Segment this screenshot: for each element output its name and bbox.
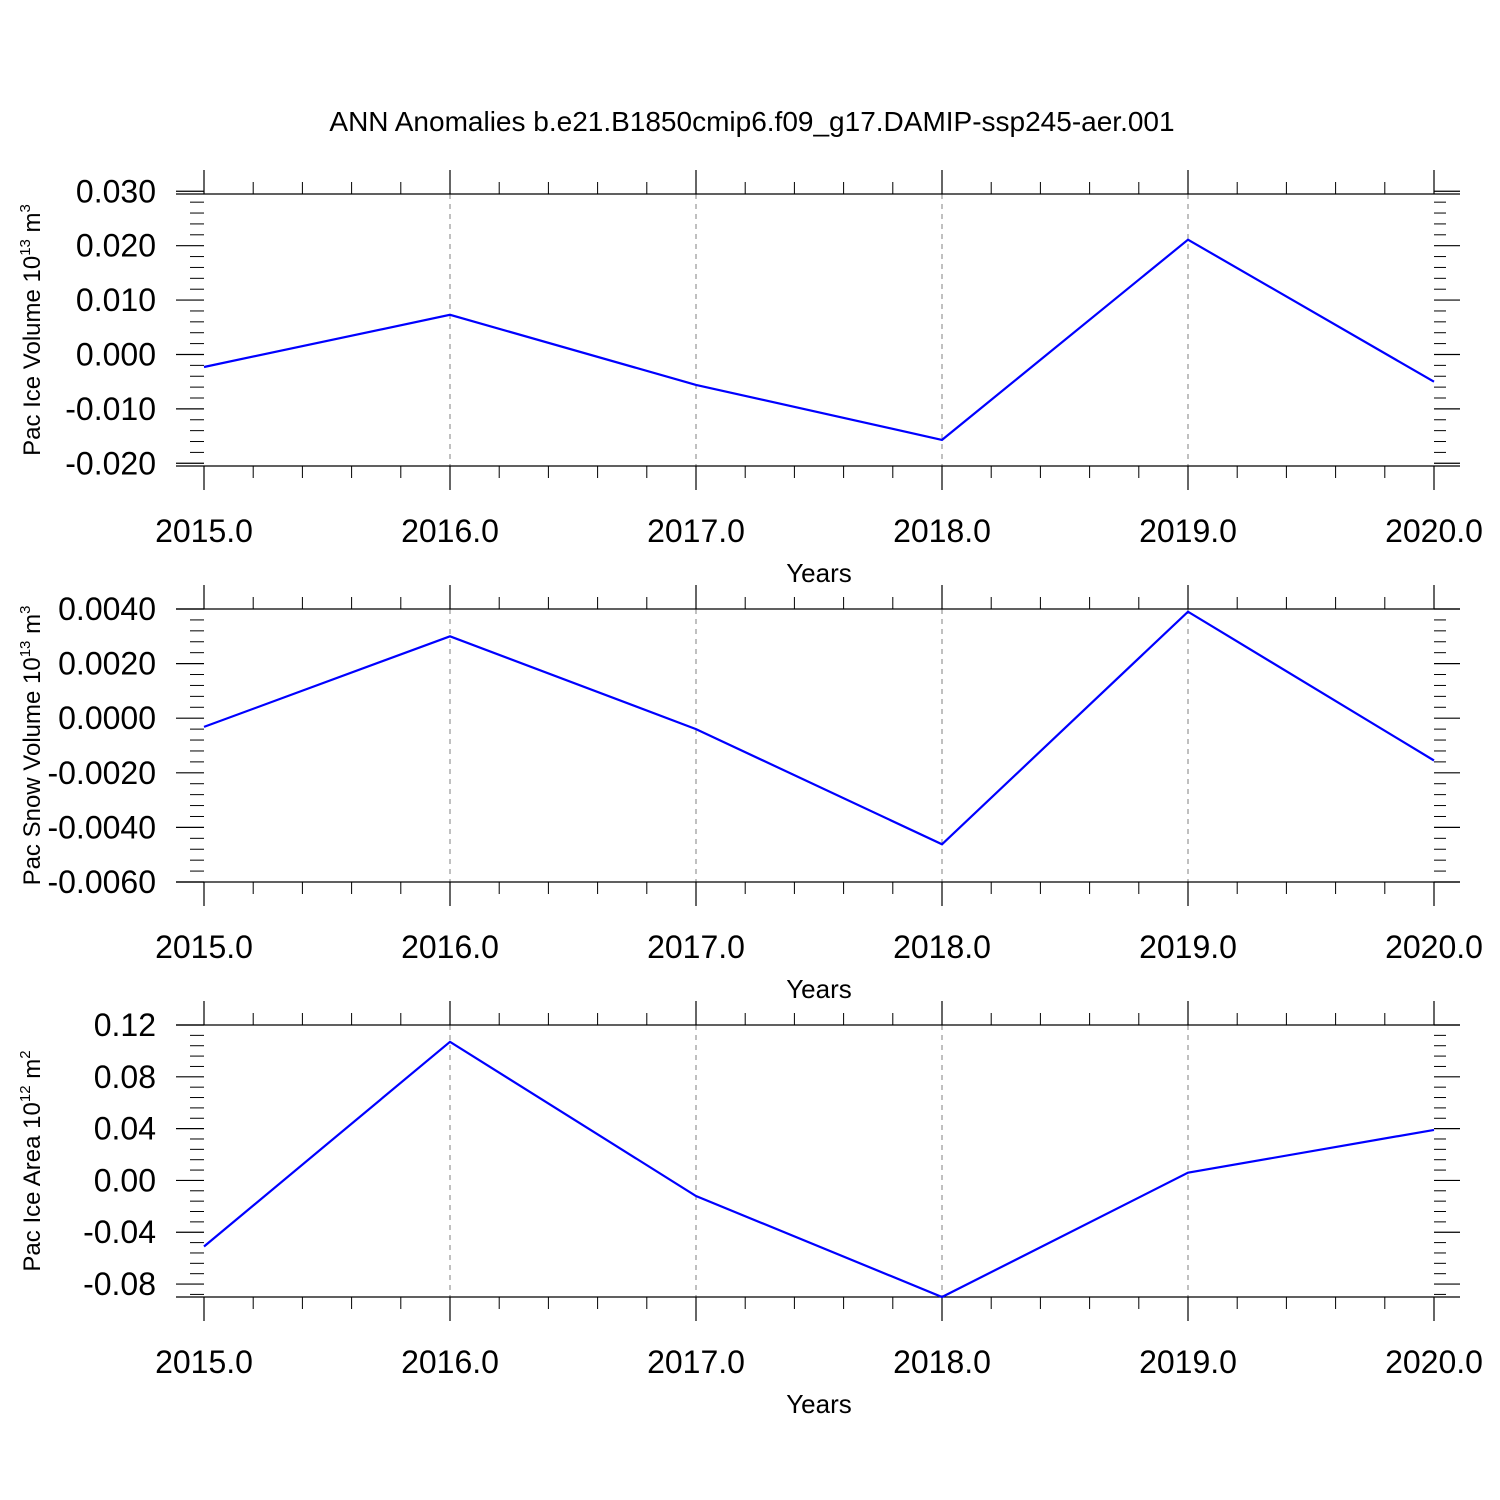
panel-2: 0.0040 0.0020 0.0000 -0.0020 -0.0040 -0.0060 2…: [17, 585, 1483, 1004]
y-tick-label: 0.0040: [58, 591, 156, 627]
x-tick-label: 2017.0: [647, 513, 745, 549]
x-axis-title: Years: [786, 1389, 852, 1419]
y-axis-title-text: m: [19, 614, 46, 641]
y-axis-title-superscript: 3: [17, 204, 34, 212]
y-tick-label: 0.12: [94, 1007, 156, 1043]
y-axis-title: Pac Snow Volume 1013 m3: [17, 606, 46, 886]
y-tick-label: 0.000: [76, 336, 156, 372]
x-tick-label: 2018.0: [893, 1344, 991, 1380]
series-line: [203, 238, 1435, 442]
x-axis-title: Years: [786, 974, 852, 1004]
x-tick-label: 2017.0: [647, 1344, 745, 1380]
y-axis-title-superscript: 3: [17, 606, 34, 614]
x-tick-label: 2020.0: [1385, 1344, 1483, 1380]
y-tick-label: 0.030: [76, 173, 156, 209]
y-axis-title-superscript: 13: [17, 239, 34, 256]
y-tick-label: 0.020: [76, 228, 156, 264]
y-tick-label: 0.04: [94, 1111, 156, 1147]
x-tick-label: 2019.0: [1139, 1344, 1237, 1380]
y-tick-label: -0.04: [83, 1214, 156, 1250]
y-axis-title-text: m: [19, 1059, 46, 1086]
y-axis-title-superscript: 13: [17, 641, 34, 658]
y-tick-label: -0.0060: [47, 864, 156, 900]
x-tick-label: 2016.0: [401, 1344, 499, 1380]
x-tick-label: 2019.0: [1139, 513, 1237, 549]
figure-title: ANN Anomalies b.e21.B1850cmip6.f09_g17.D…: [329, 106, 1174, 137]
x-tick-label: 2018.0: [893, 513, 991, 549]
series-line: [203, 610, 1435, 846]
panel-3: 0.12 0.08 0.04 0.00 -0.04 -0.08 2015.0 2016.0 20…: [17, 1001, 1483, 1419]
y-tick-label: 0.08: [94, 1059, 156, 1095]
y-axis-title: Pac Ice Volume 1013 m3: [17, 204, 46, 456]
y-tick-label: -0.0040: [47, 809, 156, 845]
x-tick-label: 2017.0: [647, 929, 745, 965]
y-axis-title-text: Pac Ice Area 10: [19, 1102, 46, 1271]
y-axis-title-superscript: 12: [17, 1085, 34, 1102]
y-tick-label: 0.0020: [58, 646, 156, 682]
x-tick-label: 2019.0: [1139, 929, 1237, 965]
panel-1: 0.030 0.020 0.010 0.000 -0.010 -0.020 2015.0 20…: [17, 170, 1483, 588]
x-tick-label: 2015.0: [155, 929, 253, 965]
y-tick-label: -0.0020: [47, 755, 156, 791]
y-axis-title-text: Pac Ice Volume 10: [19, 256, 46, 456]
y-axis-title-superscript: 2: [17, 1050, 34, 1058]
x-tick-label: 2020.0: [1385, 513, 1483, 549]
x-axis-title: Years: [786, 558, 852, 588]
y-axis-title-text: Pac Snow Volume 10: [19, 657, 46, 885]
y-axis-title-text: m: [19, 212, 46, 239]
y-tick-label: -0.010: [65, 391, 156, 427]
y-tick-label: -0.08: [83, 1266, 156, 1302]
y-axis-title: Pac Ice Area 1012 m2: [17, 1050, 46, 1271]
x-tick-label: 2016.0: [401, 513, 499, 549]
x-tick-label: 2020.0: [1385, 929, 1483, 965]
y-tick-label: 0.0000: [58, 700, 156, 736]
y-tick-label: 0.010: [76, 282, 156, 318]
x-tick-label: 2015.0: [155, 513, 253, 549]
x-tick-label: 2015.0: [155, 1344, 253, 1380]
y-tick-label: -0.020: [65, 445, 156, 481]
x-tick-label: 2018.0: [893, 929, 991, 965]
y-tick-label: 0.00: [94, 1162, 156, 1198]
x-tick-label: 2016.0: [401, 929, 499, 965]
series-line: [203, 1040, 1435, 1299]
